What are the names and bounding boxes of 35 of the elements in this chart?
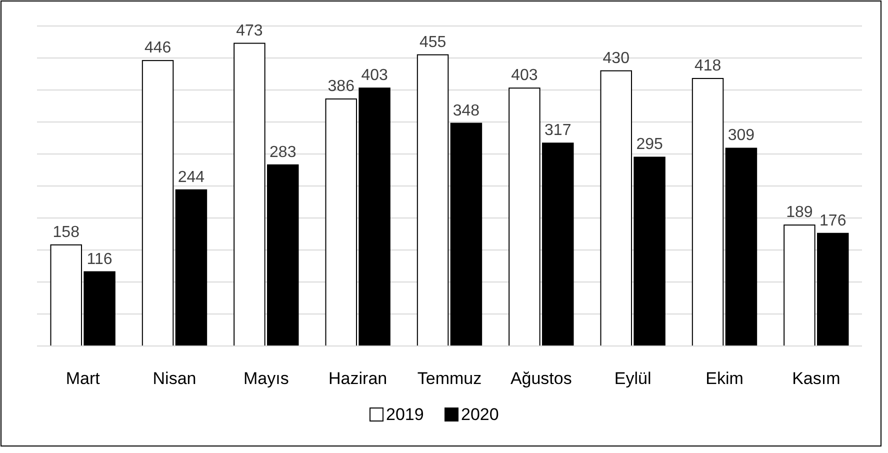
x-tick-label: Mayıs (243, 369, 289, 388)
data-label: 386 (328, 78, 355, 95)
bar (692, 78, 724, 346)
x-tick-label: Eylül (614, 369, 652, 388)
data-label: 309 (728, 127, 755, 144)
x-tick-label: Temmuz (417, 369, 482, 388)
x-tick-label: Mart (66, 369, 100, 388)
data-label: 317 (544, 122, 572, 140)
x-tick-label: Nisan (152, 369, 196, 388)
bar (175, 189, 208, 346)
bar (725, 148, 758, 346)
data-label: 455 (419, 34, 446, 51)
bar (142, 60, 174, 346)
bar (450, 122, 482, 346)
data-label: 116 (86, 250, 112, 268)
data-label: 244 (178, 168, 205, 186)
data-label: 473 (236, 22, 263, 40)
data-label: 430 (602, 50, 630, 67)
data-label: 418 (694, 57, 722, 74)
legend-label: 2019 (386, 405, 424, 424)
data-label: 403 (511, 67, 538, 84)
x-tick-label: Ağustos (510, 369, 572, 388)
data-label: 348 (452, 102, 480, 120)
data-label: 283 (270, 144, 296, 161)
x-tick-label: Kasım (792, 369, 840, 388)
data-label: 446 (144, 40, 172, 57)
data-label: 403 (361, 67, 388, 84)
x-tick-label: Haziran (328, 369, 388, 388)
data-label: 295 (636, 136, 663, 154)
data-label: 176 (820, 212, 846, 230)
legend-label: 2020 (461, 405, 499, 424)
x-tick-label: Ekim (706, 369, 744, 388)
data-label: 158 (52, 224, 80, 241)
bar (416, 54, 449, 346)
data-label: 189 (786, 204, 813, 222)
